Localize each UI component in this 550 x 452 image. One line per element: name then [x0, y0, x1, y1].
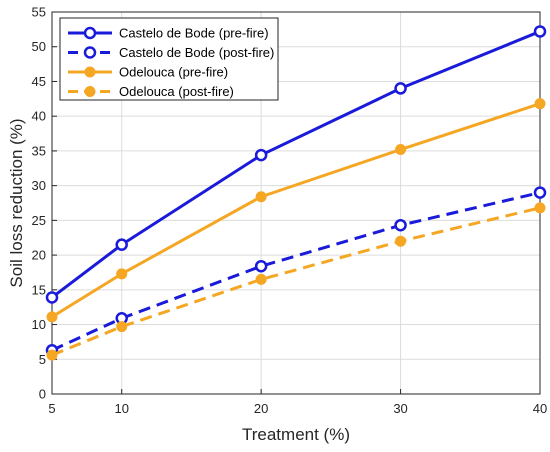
legend-label: Castelo de Bode (post-fire)	[119, 45, 274, 60]
data-point	[255, 273, 267, 285]
data-point	[533, 186, 547, 199]
y-tick-label: 25	[32, 213, 46, 228]
y-tick-label: 15	[32, 282, 46, 297]
series-1	[45, 25, 547, 304]
legend-item: Castelo de Bode (pre-fire)	[68, 26, 269, 41]
legend: Castelo de Bode (pre-fire) Castelo de Bod…	[59, 17, 279, 101]
data-point	[534, 98, 546, 110]
series-3	[46, 98, 546, 323]
legend-item: Odelouca (post-fire)	[68, 84, 234, 99]
x-tick-label: 40	[533, 401, 547, 416]
data-point	[534, 202, 546, 214]
legend-item: Castelo de Bode (post-fire)	[68, 45, 274, 60]
legend-item: Odelouca (pre-fire)	[68, 65, 228, 80]
data-point	[533, 25, 547, 38]
data-point	[116, 268, 128, 280]
y-tick-label: 5	[39, 352, 46, 367]
legend-marker	[83, 26, 97, 40]
data-point	[254, 259, 268, 273]
y-tick-label: 10	[32, 317, 46, 332]
data-point	[254, 148, 268, 162]
x-tick-label: 10	[114, 401, 128, 416]
data-point	[395, 144, 407, 156]
data-point	[46, 349, 58, 361]
data-point	[255, 191, 267, 203]
series-line	[51, 206, 541, 357]
data-point	[45, 291, 59, 304]
x-tick-label: 5	[48, 401, 55, 416]
series-layer	[45, 25, 547, 361]
legend-label: Odelouca (post-fire)	[119, 84, 234, 99]
legend-label: Odelouca (pre-fire)	[119, 65, 228, 80]
data-point	[395, 235, 407, 247]
data-point	[115, 238, 128, 251]
series-line	[51, 191, 541, 352]
legend-items: Castelo de Bode (pre-fire) Castelo de Bod…	[68, 26, 274, 99]
data-point	[116, 321, 128, 333]
y-tick-label: 40	[32, 109, 46, 124]
y-tick-label: 20	[32, 248, 46, 263]
x-axis-title: Treatment (%)	[242, 425, 350, 444]
y-tick-label: 0	[39, 387, 46, 402]
x-tick-label: 20	[254, 401, 268, 416]
series-4	[46, 202, 546, 361]
legend-marker	[84, 86, 96, 97]
legend-marker	[84, 66, 96, 78]
y-tick-label: 45	[32, 74, 46, 89]
data-point	[394, 218, 407, 232]
y-tick-label: 35	[32, 143, 46, 158]
legend-label: Castelo de Bode (pre-fire)	[119, 26, 269, 41]
legend-marker	[83, 46, 97, 59]
y-tick-label: 55	[32, 5, 46, 20]
y-axis-title: Soil loss reduction (%)	[7, 118, 26, 287]
data-point	[394, 82, 407, 95]
data-point	[46, 311, 58, 323]
y-tick-label: 50	[32, 39, 46, 54]
y-tick-label: 30	[32, 178, 46, 193]
x-tick-label: 30	[393, 401, 407, 416]
